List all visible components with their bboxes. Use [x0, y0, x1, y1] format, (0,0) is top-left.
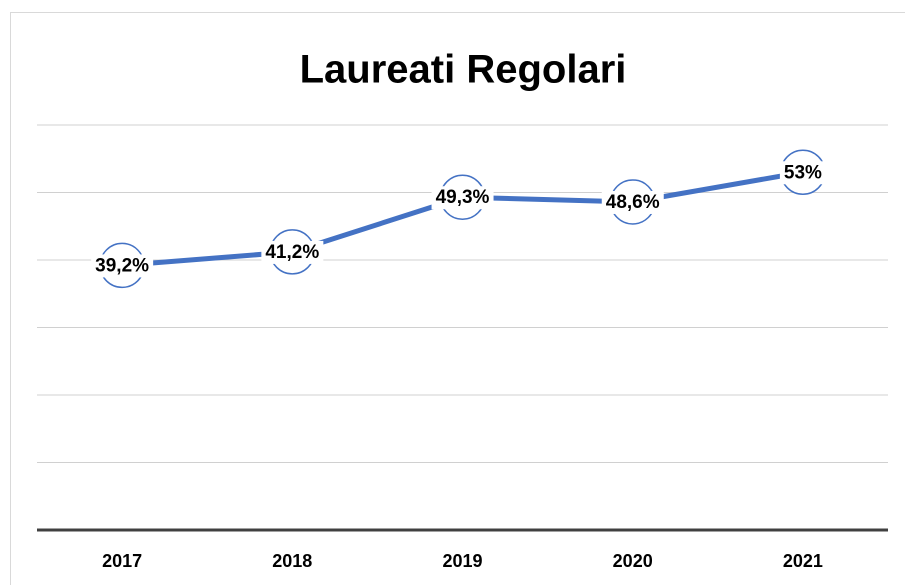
data-label-bg: [601, 190, 664, 214]
chart-border: [10, 12, 905, 585]
data-label-bg: [779, 161, 827, 185]
data-label: 41,2%: [265, 242, 319, 263]
x-tick-label: 2019: [442, 551, 482, 571]
data-label: 53%: [784, 162, 822, 183]
x-tick-label: 2021: [783, 551, 823, 571]
chart-title: Laureati Regolari: [300, 48, 627, 92]
x-tick-label: 2018: [272, 551, 312, 571]
data-label: 39,2%: [95, 255, 149, 276]
x-tick-label: 2017: [102, 551, 142, 571]
data-label: 49,3%: [436, 187, 490, 208]
data-label-bg: [261, 240, 324, 264]
data-label: 48,6%: [606, 192, 660, 213]
data-label-bg: [431, 186, 494, 210]
x-tick-label: 2020: [613, 551, 653, 571]
data-label-bg: [91, 254, 154, 278]
